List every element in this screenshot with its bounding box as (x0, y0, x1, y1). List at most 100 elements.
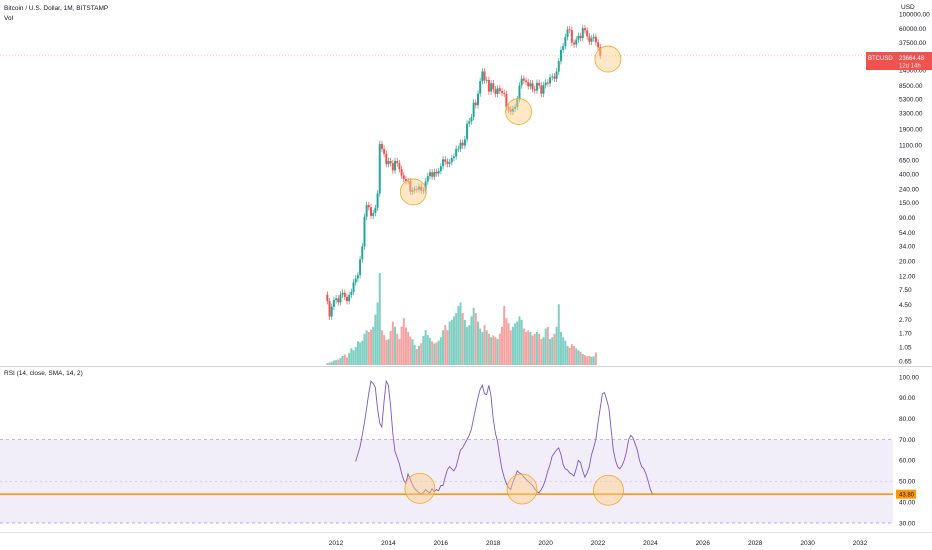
volume-bar (481, 332, 484, 365)
volume-bar (594, 352, 597, 365)
price-highlight-circle (594, 45, 622, 73)
volume-bar (439, 337, 442, 365)
volume-bar (409, 336, 412, 365)
candle-body (448, 162, 451, 164)
candle-body (586, 30, 589, 37)
candle-body (503, 92, 506, 94)
volume-bar (583, 355, 586, 365)
candle-body (599, 47, 602, 56)
candle-body (514, 106, 517, 109)
candle-body (415, 188, 418, 190)
candle-body (549, 77, 552, 84)
candle-body (476, 93, 479, 106)
candle-body (588, 36, 591, 42)
volume-legend-label[interactable]: Vol (4, 15, 14, 22)
candle-body (551, 76, 554, 78)
candle-body (518, 85, 521, 100)
candle-body (555, 71, 558, 79)
volume-bar (380, 330, 383, 365)
candle-body (481, 71, 484, 82)
candle-body (516, 99, 519, 107)
candle-body (485, 79, 488, 81)
rsi-tick-label: 50.00 (899, 479, 916, 486)
time-tick-label: 2032 (853, 540, 868, 547)
price-badge-countdown: 12d 14h (899, 64, 921, 70)
volume-bar (370, 329, 373, 365)
volume-bar (549, 338, 552, 365)
price-tick-label: 54.00 (899, 230, 916, 237)
candle-body (479, 81, 482, 94)
candle-body (332, 300, 335, 307)
candle-body (461, 142, 464, 146)
time-tick-label: 2018 (486, 540, 501, 547)
volume-bar (367, 332, 370, 365)
volume-bar (566, 345, 569, 365)
volume-bar (487, 333, 490, 365)
candle-body (505, 93, 508, 108)
candle-body (544, 82, 547, 86)
volume-bar (501, 326, 504, 365)
price-highlight-circle (399, 178, 427, 206)
candle-body (463, 139, 466, 146)
volume-bar (472, 307, 475, 365)
candle-body (501, 91, 504, 93)
volume-bar (535, 332, 538, 365)
price-highlight-circles (399, 45, 622, 206)
volume-bar (479, 328, 482, 365)
candle-body (597, 42, 600, 48)
candle-body (546, 82, 549, 84)
volume-bar (335, 360, 338, 365)
volume-bar (431, 341, 434, 365)
volume-bar (511, 326, 514, 365)
candle-body (559, 49, 562, 62)
candle-body (531, 83, 534, 90)
candle-body (422, 190, 425, 192)
volume-bar (525, 332, 528, 365)
volume-bar (546, 326, 549, 365)
candle-body (435, 171, 438, 174)
volume-bar (385, 340, 388, 365)
volume-bar (387, 339, 390, 365)
candle-body (433, 171, 436, 177)
candle-body (590, 38, 593, 42)
candle-body (370, 207, 373, 216)
candle-body (579, 35, 582, 38)
candle-body (483, 71, 486, 81)
candle-body (365, 205, 368, 217)
volume-bar (407, 332, 410, 365)
time-tick-label: 2020 (538, 540, 553, 547)
candle-body (455, 148, 458, 157)
volume-bar (586, 356, 589, 365)
symbol-title[interactable]: Bitcoin / U.S. Dollar, 1M, BITSTAMP (4, 5, 108, 12)
candle-body (404, 179, 407, 181)
volume-bar (442, 330, 445, 365)
candle-body (428, 172, 431, 177)
volume-bar (531, 335, 534, 365)
candle-body (361, 246, 364, 260)
candle-body (346, 296, 349, 302)
volume-bar (444, 325, 447, 365)
price-tick-label: 14500.00 (899, 67, 926, 74)
currency-label: USD (901, 4, 915, 11)
price-tick-label: 4.50 (899, 302, 912, 309)
price-tick-label: 34.00 (899, 243, 916, 250)
candle-body (411, 190, 414, 192)
rsi-pane (0, 379, 893, 496)
candle-body (372, 212, 375, 216)
time-tick-label: 2024 (643, 540, 658, 547)
candle-body (396, 160, 399, 164)
candle-body (326, 294, 329, 302)
volume-bar (372, 326, 375, 365)
candle-body (573, 42, 576, 45)
volume-bar (575, 348, 578, 365)
volume-bar (383, 335, 386, 365)
candle-body (525, 80, 528, 83)
candle-body (446, 161, 449, 164)
candle-body (466, 123, 469, 140)
candle-body (583, 28, 586, 31)
candle-body (328, 301, 331, 317)
rsi-legend-label[interactable]: RSI (14, close, SMA, 14, 2) (4, 370, 83, 377)
price-tick-label: 60000.00 (899, 26, 926, 33)
volume-bar (514, 323, 517, 365)
